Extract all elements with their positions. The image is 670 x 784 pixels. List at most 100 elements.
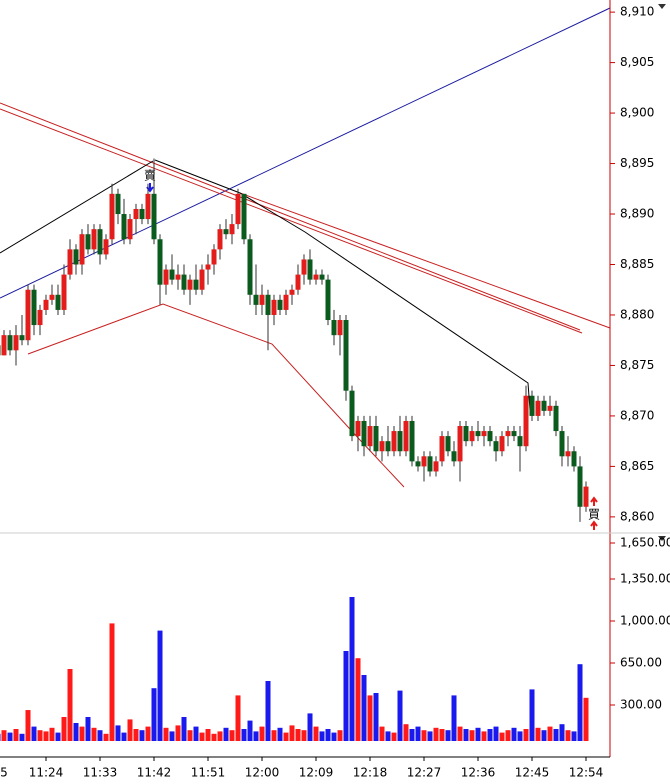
x-tick-label: 12:36 <box>461 766 496 780</box>
volume-bar <box>109 623 115 741</box>
volume-bar <box>127 719 133 741</box>
candle-body <box>229 224 235 235</box>
volume-bar <box>487 729 493 741</box>
volume-bar <box>355 658 361 741</box>
candle-body <box>577 466 583 507</box>
trendline <box>154 159 531 411</box>
volume-bar <box>61 717 67 741</box>
x-tick-label: 11:33 <box>83 766 118 780</box>
volume-bar <box>115 725 121 741</box>
candle-body <box>469 431 475 442</box>
volume-bar <box>379 726 385 741</box>
volume-bar <box>277 727 283 741</box>
trendline <box>0 102 581 331</box>
volume-bar <box>259 726 265 741</box>
candle-body <box>265 294 271 315</box>
x-tick-label: 12:45 <box>515 766 550 780</box>
volume-bar <box>223 727 229 741</box>
volume-bar <box>403 724 409 741</box>
candle-body <box>385 441 391 452</box>
x-tick-label: 12:00 <box>245 766 280 780</box>
candle-body <box>439 436 445 462</box>
candle-body <box>235 193 241 225</box>
volume-bar <box>451 695 457 741</box>
candle-body <box>253 294 259 305</box>
candle-body <box>283 294 289 310</box>
candle-body <box>193 279 199 290</box>
candle-body <box>277 299 283 310</box>
candle-body <box>85 234 91 250</box>
volume-bar <box>79 726 85 741</box>
volume-tick-label: 300.00 <box>620 698 662 712</box>
volume-bar <box>97 730 103 741</box>
candle-body <box>115 193 121 215</box>
volume-bar <box>331 732 337 741</box>
volume-bar <box>325 729 331 741</box>
volume-bar <box>445 730 451 741</box>
volume-bar <box>19 733 25 741</box>
candle-body <box>139 208 145 220</box>
candle-body <box>319 274 325 280</box>
volume-bar <box>145 726 151 741</box>
volume-bar <box>337 730 343 741</box>
y-tick-label: 8,880 <box>620 307 654 321</box>
volume-bar <box>493 726 499 741</box>
candle-body <box>553 405 559 432</box>
candle-body <box>487 431 493 442</box>
menu-icon[interactable] <box>658 536 666 541</box>
candle-body <box>523 395 529 447</box>
volume-bar <box>559 724 565 741</box>
trendlines <box>0 7 611 488</box>
x-tick-label: 12:54 <box>569 766 604 780</box>
volume-bar <box>91 727 97 741</box>
candle-body <box>199 269 205 290</box>
volume-bar <box>349 597 355 741</box>
candle-body <box>493 441 499 452</box>
volume-bar <box>553 729 559 741</box>
candle-body <box>163 269 169 285</box>
volume-bar <box>235 695 241 741</box>
volume-bar <box>157 630 163 741</box>
trendline <box>0 160 154 254</box>
volume-bar <box>0 733 1 741</box>
volume-bar <box>457 726 463 741</box>
candle-body <box>211 249 217 265</box>
candle-body <box>7 335 13 351</box>
volume-bar <box>283 732 289 741</box>
y-tick-label: 8,905 <box>620 55 654 69</box>
candle-body <box>127 219 133 240</box>
trendline <box>0 7 611 299</box>
volume-bar <box>151 688 157 741</box>
volume-bar <box>397 690 403 741</box>
volume-bar <box>505 730 511 741</box>
buy-arrow <box>590 496 598 530</box>
candle-body <box>475 431 481 437</box>
y-tick-label: 8,910 <box>620 5 654 19</box>
volume-bar <box>229 730 235 741</box>
volume-tick-label: 650.00 <box>620 656 662 670</box>
volume-bar <box>73 723 79 741</box>
candle-body <box>349 390 355 437</box>
volume-bar <box>301 730 307 741</box>
candle-body <box>421 456 427 467</box>
candle-body <box>541 400 547 411</box>
volume-bar <box>199 732 205 741</box>
volume-bar <box>265 681 271 741</box>
volume-bar <box>133 729 139 741</box>
volume-bar <box>313 726 319 741</box>
y-tick-label: 8,895 <box>620 156 654 170</box>
candle-body <box>547 405 553 411</box>
candle-body <box>289 289 295 295</box>
volume-bar <box>427 731 433 741</box>
x-tick-label: 5 <box>0 766 8 780</box>
x-tick-label: 12:18 <box>353 766 388 780</box>
candle-body <box>379 441 385 452</box>
volume-bar <box>247 720 253 741</box>
menu-icon[interactable] <box>658 4 666 9</box>
volume-bar <box>187 730 193 741</box>
volume-bar <box>481 731 487 741</box>
candle-body <box>415 461 421 467</box>
candle-body <box>583 486 589 507</box>
candle-body <box>505 431 511 437</box>
